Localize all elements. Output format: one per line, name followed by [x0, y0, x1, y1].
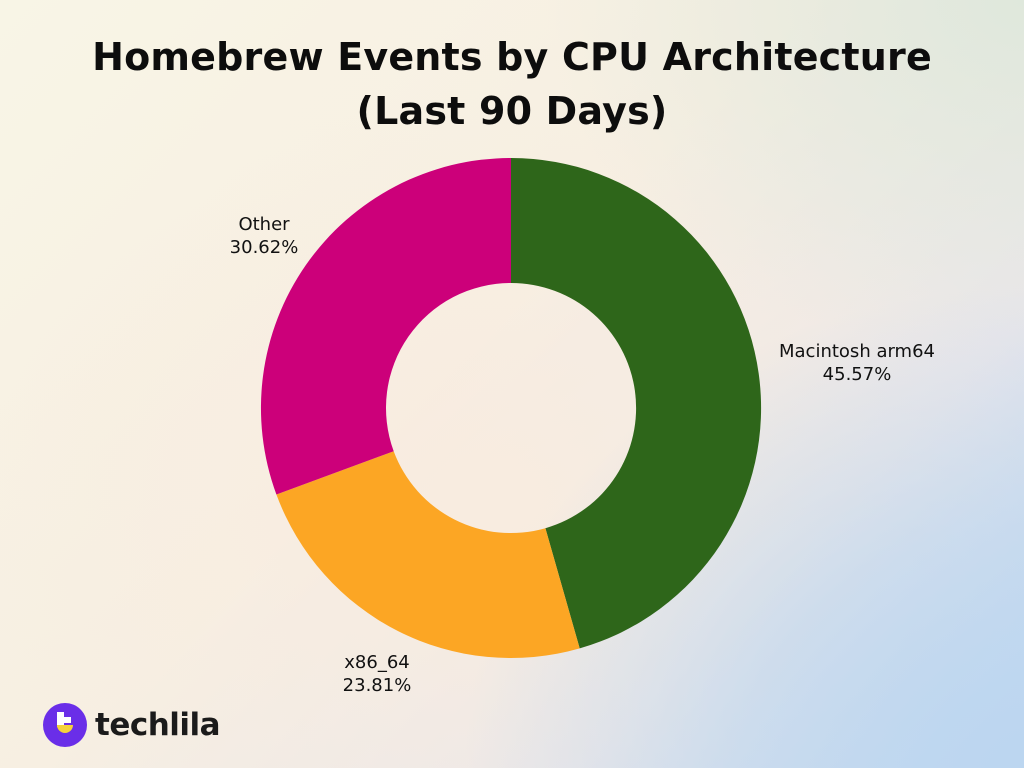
chart-title-line-2: (Last 90 Days): [356, 89, 668, 133]
slice-macintosh-arm64[interactable]: [511, 157, 762, 649]
label-x86-64-value: 23.81%: [342, 675, 412, 696]
techlila-logo-icon: [43, 703, 87, 747]
brand-logo: techlila: [43, 703, 221, 747]
label-other: Other 30.62%: [214, 213, 314, 259]
label-x86-64: x86_64 23.81%: [327, 651, 427, 697]
label-macintosh-arm64: Macintosh arm64 45.57%: [757, 340, 957, 386]
label-other-name: Other: [238, 214, 290, 235]
label-x86-64-name: x86_64: [344, 652, 410, 673]
slice-x86-64[interactable]: [276, 451, 580, 659]
chart-title: Homebrew Events by CPU Architecture (Las…: [0, 30, 1024, 138]
label-macintosh-arm64-name: Macintosh arm64: [779, 341, 935, 362]
chart-title-line-1: Homebrew Events by CPU Architecture: [92, 35, 932, 79]
brand-name: techlila: [95, 707, 221, 743]
label-macintosh-arm64-value: 45.57%: [822, 364, 892, 385]
slice-other[interactable]: [260, 157, 511, 495]
label-other-value: 30.62%: [229, 237, 299, 258]
